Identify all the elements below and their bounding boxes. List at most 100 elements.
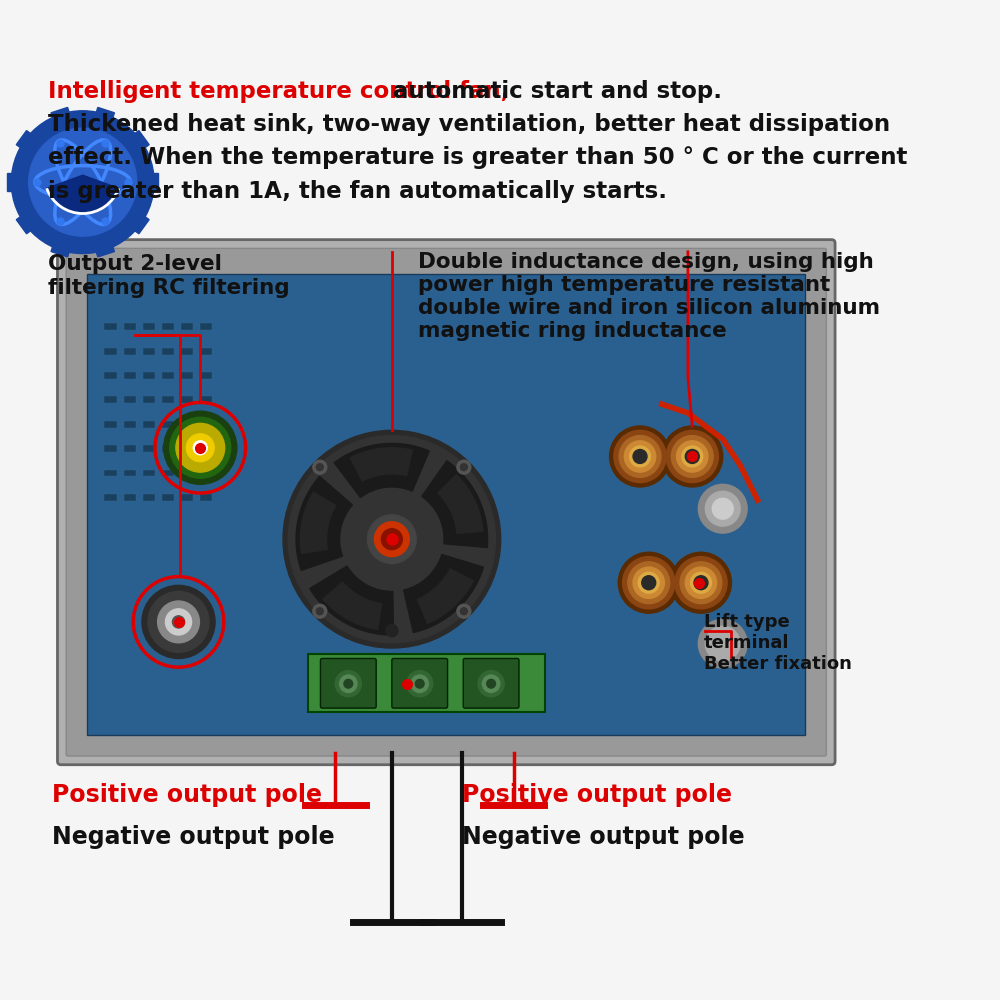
FancyBboxPatch shape	[200, 494, 212, 501]
Wedge shape	[296, 476, 352, 570]
Circle shape	[340, 675, 357, 692]
Circle shape	[638, 572, 659, 593]
Circle shape	[677, 441, 708, 472]
FancyBboxPatch shape	[200, 323, 212, 330]
Circle shape	[624, 441, 656, 472]
Circle shape	[478, 671, 504, 697]
FancyBboxPatch shape	[308, 654, 545, 712]
Circle shape	[170, 417, 231, 478]
Polygon shape	[7, 173, 19, 191]
FancyBboxPatch shape	[200, 445, 212, 452]
FancyBboxPatch shape	[200, 348, 212, 355]
FancyBboxPatch shape	[200, 372, 212, 379]
Text: Intelligent temperature control fan,: Intelligent temperature control fan,	[48, 80, 509, 103]
FancyBboxPatch shape	[143, 494, 155, 501]
FancyBboxPatch shape	[200, 470, 212, 476]
Circle shape	[176, 423, 225, 472]
FancyBboxPatch shape	[162, 323, 174, 330]
Text: Positive output pole: Positive output pole	[52, 783, 322, 807]
Circle shape	[193, 441, 207, 455]
FancyBboxPatch shape	[124, 445, 136, 452]
FancyBboxPatch shape	[200, 421, 212, 428]
Circle shape	[698, 619, 747, 668]
FancyBboxPatch shape	[66, 248, 826, 756]
FancyBboxPatch shape	[181, 323, 193, 330]
Circle shape	[374, 522, 409, 557]
FancyBboxPatch shape	[124, 323, 136, 330]
Circle shape	[283, 430, 501, 648]
Wedge shape	[310, 566, 394, 635]
FancyBboxPatch shape	[104, 396, 117, 403]
FancyBboxPatch shape	[162, 494, 174, 501]
Text: Output 2-level
filtering RC filtering: Output 2-level filtering RC filtering	[48, 254, 290, 298]
Circle shape	[367, 515, 416, 564]
Circle shape	[344, 679, 353, 688]
FancyBboxPatch shape	[181, 494, 193, 501]
FancyBboxPatch shape	[104, 323, 117, 330]
Circle shape	[691, 572, 711, 593]
Polygon shape	[94, 107, 114, 124]
FancyBboxPatch shape	[143, 470, 155, 476]
Circle shape	[482, 675, 500, 692]
Circle shape	[685, 449, 699, 463]
Text: is greater than 1A, the fan automatically starts.: is greater than 1A, the fan automaticall…	[48, 180, 667, 203]
Circle shape	[386, 625, 398, 637]
FancyBboxPatch shape	[143, 348, 155, 355]
FancyBboxPatch shape	[143, 396, 155, 403]
Circle shape	[158, 601, 199, 643]
FancyBboxPatch shape	[320, 658, 376, 708]
Polygon shape	[16, 212, 36, 234]
Circle shape	[335, 671, 361, 697]
Text: effect. When the temperature is greater than 50 ° C or the current: effect. When the temperature is greater …	[48, 146, 907, 169]
Text: Double inductance design, using high
power high temperature resistant
double wir: Double inductance design, using high pow…	[418, 252, 880, 341]
FancyBboxPatch shape	[162, 372, 174, 379]
Circle shape	[460, 608, 467, 615]
Circle shape	[670, 552, 731, 613]
Circle shape	[457, 460, 471, 474]
FancyBboxPatch shape	[104, 372, 117, 379]
Circle shape	[457, 604, 471, 618]
FancyBboxPatch shape	[124, 396, 136, 403]
Circle shape	[662, 426, 723, 487]
FancyBboxPatch shape	[181, 470, 193, 476]
FancyBboxPatch shape	[162, 348, 174, 355]
Circle shape	[407, 671, 433, 697]
Polygon shape	[94, 240, 114, 257]
FancyBboxPatch shape	[181, 445, 193, 452]
FancyBboxPatch shape	[162, 396, 174, 403]
Wedge shape	[404, 554, 483, 633]
Polygon shape	[51, 107, 71, 124]
FancyBboxPatch shape	[104, 348, 117, 355]
FancyBboxPatch shape	[162, 421, 174, 428]
Circle shape	[682, 446, 703, 467]
Circle shape	[142, 585, 215, 658]
Circle shape	[313, 460, 327, 474]
Polygon shape	[129, 131, 149, 152]
Wedge shape	[350, 448, 412, 481]
FancyBboxPatch shape	[124, 421, 136, 428]
Circle shape	[411, 675, 428, 692]
FancyBboxPatch shape	[124, 470, 136, 476]
Polygon shape	[16, 131, 36, 152]
FancyBboxPatch shape	[162, 470, 174, 476]
Polygon shape	[129, 212, 149, 234]
Circle shape	[680, 562, 722, 604]
FancyBboxPatch shape	[200, 396, 212, 403]
FancyBboxPatch shape	[124, 494, 136, 501]
Circle shape	[172, 616, 185, 628]
Circle shape	[11, 111, 154, 254]
Circle shape	[685, 567, 717, 598]
FancyBboxPatch shape	[104, 445, 117, 452]
Circle shape	[633, 567, 664, 598]
Circle shape	[619, 436, 661, 477]
Circle shape	[618, 552, 679, 613]
Wedge shape	[334, 443, 429, 497]
Circle shape	[705, 491, 740, 526]
Text: Positive output pole: Positive output pole	[462, 783, 732, 807]
FancyBboxPatch shape	[181, 396, 193, 403]
Wedge shape	[300, 492, 336, 553]
Wedge shape	[417, 569, 473, 623]
Circle shape	[460, 464, 467, 471]
FancyBboxPatch shape	[463, 658, 519, 708]
Circle shape	[610, 426, 670, 487]
